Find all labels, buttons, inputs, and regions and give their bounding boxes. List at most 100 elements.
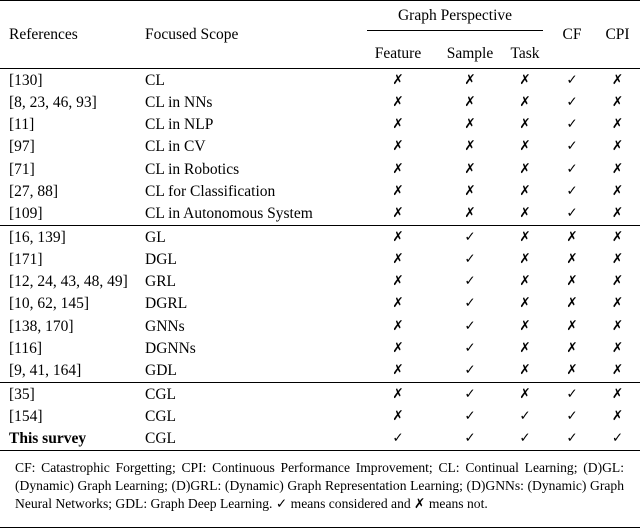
cross-mark: ✗ xyxy=(566,228,578,245)
cross-mark: ✗ xyxy=(519,317,531,334)
table-row: [12, 24, 43, 48, 49] GRL ✗ ✓ ✗ ✗ ✗ xyxy=(0,271,640,293)
row-scope: CL in CV xyxy=(145,138,206,156)
check-mark: ✓ xyxy=(464,407,476,424)
check-mark: ✓ xyxy=(464,295,476,312)
header-cf: CF xyxy=(549,1,596,69)
cross-mark: ✗ xyxy=(566,273,578,290)
cross-mark: ✗ xyxy=(464,183,476,199)
row-references: [35] xyxy=(9,385,35,403)
cross-mark: ✗ xyxy=(519,138,531,155)
cross-mark: ✗ xyxy=(519,183,531,199)
table-row: [138, 170] GNNs ✗ ✓ ✗ ✗ ✗ xyxy=(0,315,640,337)
table-row: [97] CL in CV ✗ ✗ ✗ ✓ ✗ xyxy=(0,136,640,158)
check-mark: ✓ xyxy=(549,427,596,451)
table-row: [154] CGL ✗ ✓ ✓ ✓ ✗ xyxy=(0,405,640,427)
cross-mark: ✗ xyxy=(566,250,578,267)
header-sample: Sample xyxy=(439,39,501,69)
row-references: [12, 24, 43, 48, 49] xyxy=(9,273,128,291)
cross-mark: ✗ xyxy=(519,71,531,88)
cross-mark: ✗ xyxy=(519,160,531,177)
check-mark: ✓ xyxy=(549,202,596,226)
row-scope: GNNs xyxy=(145,317,185,335)
cross-mark: ✗ xyxy=(611,407,624,424)
cross-mark: ✗ xyxy=(392,339,404,356)
check-mark: ✓ xyxy=(464,339,476,356)
cross-mark: ✗ xyxy=(611,71,624,88)
table-row: [27, 88] CL for Classification ✗ ✗ ✗ ✓ ✗ xyxy=(0,180,640,202)
check-mark: ✓ xyxy=(566,138,578,155)
table-row: [116] DGNNs ✗ ✓ ✗ ✗ ✗ xyxy=(0,337,640,359)
check-mark: ✓ xyxy=(566,160,578,177)
row-scope: GDL xyxy=(145,359,357,383)
cross-mark: ✗ xyxy=(439,202,501,226)
cross-mark: ✗ xyxy=(519,295,531,312)
check-mark: ✓ xyxy=(464,250,476,267)
check-mark: ✓ xyxy=(439,427,501,451)
table-header: References Focused Scope Graph Perspecti… xyxy=(0,1,640,69)
row-scope: GRL xyxy=(145,273,176,291)
cross-mark: ✗ xyxy=(392,228,404,245)
row-references: [11] xyxy=(9,116,35,134)
check-mark: ✓ xyxy=(439,359,501,383)
check-mark: ✓ xyxy=(464,228,476,245)
row-scope: CL in NLP xyxy=(145,116,214,134)
cross-mark: ✗ xyxy=(392,71,404,88)
row-references: [171] xyxy=(9,250,43,268)
header-focused-scope: Focused Scope xyxy=(145,1,357,69)
cross-mark: ✗ xyxy=(464,71,476,88)
row-scope: CL for Classification xyxy=(145,183,276,200)
table-row: This survey CGL ✓ ✓ ✓ ✓ ✓ xyxy=(0,427,640,451)
check-mark: ✓ xyxy=(501,427,550,451)
cross-mark: ✗ xyxy=(392,273,404,290)
check-mark: ✓ xyxy=(357,427,439,451)
cross-mark: ✗ xyxy=(611,116,624,133)
cross-mark: ✗ xyxy=(519,228,531,245)
row-scope: CL in Autonomous System xyxy=(145,202,357,226)
check-mark: ✓ xyxy=(566,407,578,424)
table-row: [11] CL in NLP ✗ ✗ ✗ ✓ ✗ xyxy=(0,114,640,136)
cross-mark: ✗ xyxy=(611,273,624,290)
row-references: [10, 62, 145] xyxy=(9,295,90,313)
row-references: [27, 88] xyxy=(9,183,59,200)
cross-mark: ✗ xyxy=(611,138,624,155)
cross-mark: ✗ xyxy=(566,339,578,356)
cross-mark: ✗ xyxy=(392,93,404,110)
row-scope: CL in Robotics xyxy=(145,160,240,178)
header-cpi: CPI xyxy=(595,1,640,69)
row-references: [8, 23, 46, 93] xyxy=(9,93,97,111)
table-body: [130] CL ✗ ✗ ✗ ✓ ✗ [8, 23, 46, 93] CL in NNs ✗ ✗ ✗ ✓… xyxy=(0,69,640,451)
row-scope: CGL xyxy=(145,385,176,403)
row-scope: CL xyxy=(145,71,165,89)
cross-mark: ✗ xyxy=(392,138,404,155)
cross-mark: ✗ xyxy=(611,295,624,312)
cross-mark: ✗ xyxy=(566,295,578,312)
table-row: [109] CL in Autonomous System ✗ ✗ ✗ ✓ ✗ xyxy=(0,202,640,226)
check-mark: ✓ xyxy=(519,407,531,424)
check-mark: ✓ xyxy=(566,183,578,199)
cross-mark: ✗ xyxy=(392,295,404,312)
row-scope: DGRL xyxy=(145,295,188,313)
cross-mark: ✗ xyxy=(611,228,624,245)
cross-mark: ✗ xyxy=(519,250,531,267)
cross-mark: ✗ xyxy=(611,250,624,267)
row-references: [97] xyxy=(9,138,35,156)
row-scope: GL xyxy=(145,228,166,246)
cross-mark: ✗ xyxy=(595,202,640,226)
row-references: [130] xyxy=(9,71,43,89)
cross-mark: ✗ xyxy=(464,116,476,133)
cross-mark: ✗ xyxy=(392,317,404,334)
check-mark: ✓ xyxy=(566,93,578,110)
check-mark: ✓ xyxy=(595,427,640,451)
cross-mark: ✗ xyxy=(392,183,404,199)
cross-mark: ✗ xyxy=(392,385,404,402)
cross-mark: ✗ xyxy=(501,359,550,383)
row-scope: CL in NNs xyxy=(145,93,213,111)
table-row: [130] CL ✗ ✗ ✗ ✓ ✗ xyxy=(0,69,640,92)
cross-mark: ✗ xyxy=(611,385,624,402)
row-references: [9, 41, 164] xyxy=(0,359,145,383)
row-scope: DGNNs xyxy=(145,339,196,357)
header-row-1: References Focused Scope Graph Perspecti… xyxy=(0,1,640,69)
cross-mark: ✗ xyxy=(611,339,624,356)
table-footnote: CF: Catastrophic Forgetting; CPI: Contin… xyxy=(15,459,624,511)
cross-mark: ✗ xyxy=(595,359,640,383)
